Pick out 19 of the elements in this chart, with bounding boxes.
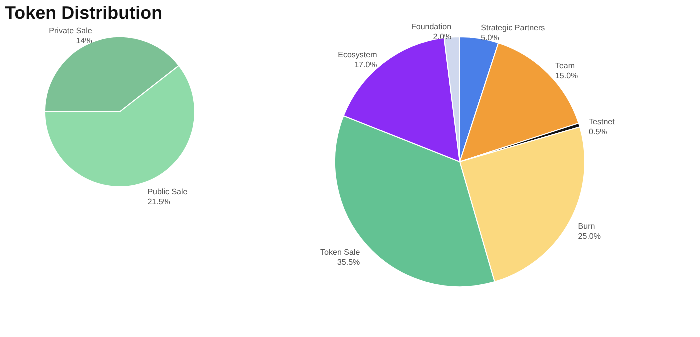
slice-label: Testnet <box>589 117 616 126</box>
data-label: 25.0% <box>578 232 601 242</box>
data-label: 14% <box>76 36 92 46</box>
slice-label: Private Sale <box>49 26 93 36</box>
chart-title: Token Distribution <box>5 3 163 23</box>
slice-label: Ecosystem <box>338 50 378 60</box>
slice-label: Token Sale <box>320 248 361 257</box>
slice-label: Strategic Partners <box>481 24 546 33</box>
data-label: 2.0% <box>433 32 452 42</box>
data-label: 15.0% <box>555 72 578 81</box>
slice-label: Foundation <box>411 22 452 32</box>
data-label: 21.5% <box>148 197 170 206</box>
data-label: 5.0% <box>481 34 500 43</box>
slice-label: Burn <box>578 222 596 232</box>
data-label: 35.5% <box>337 258 360 267</box>
data-label: 17.0% <box>354 60 378 70</box>
slice-label: Team <box>555 62 576 71</box>
slice-label: Public Sale <box>148 187 188 196</box>
data-label: 0.5% <box>589 127 608 136</box>
